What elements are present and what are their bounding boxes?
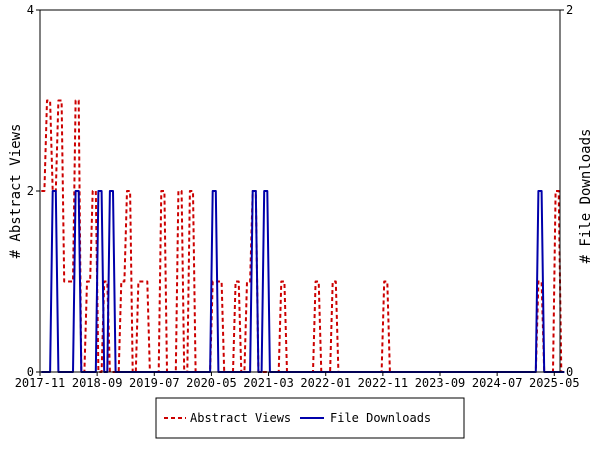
x-tick-label: 2024-07	[472, 376, 523, 390]
y-tick-label-right: 0	[566, 365, 573, 379]
x-tick-label: 2025-05	[529, 376, 580, 390]
x-tick-label: 2022-01	[300, 376, 351, 390]
legend-label-abstract-views: Abstract Views	[190, 411, 291, 425]
x-tick-label: 2019-07	[129, 376, 180, 390]
x-tick-label: 2020-05	[186, 376, 237, 390]
y-axis-title-right: # File Downloads	[578, 129, 594, 264]
x-tick-label: 2018-09	[72, 376, 123, 390]
y-tick-label-left: 4	[27, 3, 34, 17]
y-tick-label-right: 2	[566, 3, 573, 17]
y-tick-label-left: 0	[27, 365, 34, 379]
x-tick-label: 2023-09	[415, 376, 466, 390]
x-tick-label: 2017-11	[15, 376, 66, 390]
y-tick-label-left: 2	[27, 184, 34, 198]
legend: Abstract Views File Downloads	[155, 397, 465, 439]
legend-label-file-downloads: File Downloads	[330, 411, 431, 425]
x-tick-label: 2021-03	[243, 376, 294, 390]
x-tick-label: 2022-11	[358, 376, 409, 390]
tick-layer: 2017-11 2018-09 2019-07 2020-05 2021-03 2022-…	[15, 3, 580, 390]
y-axis-title-left: # Abstract Views	[8, 124, 24, 259]
